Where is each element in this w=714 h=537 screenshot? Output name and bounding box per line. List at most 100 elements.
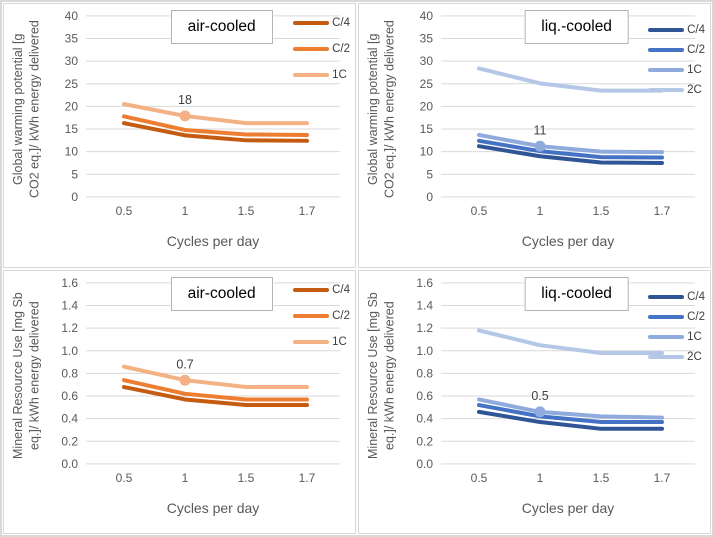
y-tick-label: 35 <box>65 32 79 46</box>
y-tick-label: 1.6 <box>61 275 78 289</box>
legend-line-swatch <box>293 287 330 292</box>
series-line-C4 <box>122 121 309 143</box>
series-line-C2 <box>122 377 309 401</box>
y-tick-label: 15 <box>420 122 434 136</box>
legend-line-swatch <box>293 313 330 318</box>
x-tick-label: 0.5 <box>471 470 488 484</box>
panel-gwp-liq-cooled: 0 5 10 15 20 25 30 35 40 0.5 1 1.5 1.7 11 Global warm… <box>358 3 711 268</box>
x-tick-label: 1.5 <box>593 204 610 218</box>
y-tick-label: 40 <box>420 9 434 23</box>
data-label: 0.5 <box>531 388 548 402</box>
y-axis-title-line2: CO2 eq.]/ kWh energy delivered <box>382 20 397 198</box>
y-tick-label: 0.4 <box>61 411 78 425</box>
series-line-C4 <box>477 409 664 431</box>
y-axis-title: Mineral Resource Use [mg Sb eq.]/ kWh en… <box>10 275 43 477</box>
legend-item-2C: 2C <box>648 83 705 97</box>
y-tick-label: 25 <box>420 77 434 91</box>
y-tick-label: 0.2 <box>61 434 78 448</box>
x-axis-title: Cycles per day <box>166 233 260 249</box>
legend-line-swatch <box>648 28 685 32</box>
x-tick-label: 1 <box>182 470 189 484</box>
legend-label: 2C <box>687 84 702 96</box>
y-tick-label: 0.2 <box>416 434 433 448</box>
y-tick-label: 0.8 <box>61 366 78 380</box>
chart-title: air-cooled <box>170 10 273 44</box>
series-line-2C <box>477 66 664 93</box>
plot-area: 0 5 10 15 20 25 30 35 40 0.5 1 1.5 1.7 18 <box>65 9 340 218</box>
y-axis-title-line2: eq.]/ kWh energy delivered <box>382 301 397 450</box>
legend: C/4 C/2 1C <box>293 283 350 349</box>
legend-item-C4: C/4 <box>293 283 350 297</box>
series-line-1C <box>477 396 664 420</box>
legend-line-swatch <box>648 314 685 319</box>
y-tick-label: 20 <box>420 99 434 113</box>
y-tick-label: 30 <box>65 54 79 68</box>
y-tick-label: 10 <box>65 145 79 159</box>
x-tick-label: 1.7 <box>299 470 316 484</box>
legend-label: 1C <box>687 330 702 343</box>
y-tick-label: 0.4 <box>416 411 433 425</box>
panel-gwp-air-cooled: 0 5 10 15 20 25 30 35 40 0.5 1 1.5 1.7 18 Global warm… <box>3 3 356 268</box>
x-tick-label: 0.5 <box>471 204 488 218</box>
x-tick-label: 1 <box>182 204 189 218</box>
panel-mru-air-cooled: 0.0 0.2 0.4 0.6 0.8 1.0 1.2 1.4 1.6 0.5 1 1.5 1.7 0.7… <box>3 269 356 534</box>
legend-label: C/4 <box>332 283 350 296</box>
legend-item-C4: C/4 <box>648 23 705 37</box>
y-tick-label: 1.4 <box>61 298 78 312</box>
series-line-C2 <box>122 114 309 137</box>
x-tick-label: 1.5 <box>238 470 255 484</box>
legend-line-swatch <box>648 88 685 92</box>
annotation-marker <box>179 110 191 122</box>
series-line-C4 <box>477 144 664 165</box>
legend-label: 1C <box>687 64 702 76</box>
y-axis-title-line1: Global warming potential [g <box>366 33 380 185</box>
panel-mru-liq-cooled: 0.0 0.2 0.4 0.6 0.8 1.0 1.2 1.4 1.6 0.5 1 1.5 1.7 0.5… <box>358 269 711 534</box>
legend-line-swatch <box>648 68 685 72</box>
y-axis-title-line2: eq.]/ kWh energy delivered <box>27 301 42 450</box>
series-line-2C <box>477 327 664 355</box>
y-tick-label: 1.4 <box>416 298 433 312</box>
legend-label: 1C <box>332 335 347 348</box>
y-tick-label: 25 <box>65 77 79 91</box>
y-tick-label: 0 <box>426 190 433 204</box>
x-tick-label: 0.5 <box>116 470 133 484</box>
y-tick-label: 0.0 <box>61 456 78 470</box>
legend: C/4 C/2 1C 2C <box>648 23 705 97</box>
legend-item-2C: 2C <box>648 350 705 364</box>
legend: C/4 C/2 1C 2C <box>648 290 705 364</box>
legend-line-swatch <box>293 73 330 77</box>
legend-label: C/4 <box>687 290 705 303</box>
legend-item-1C: 1C <box>293 68 350 82</box>
y-tick-label: 15 <box>65 122 79 136</box>
y-tick-label: 0.8 <box>416 366 433 380</box>
y-tick-label: 1.2 <box>416 321 433 335</box>
x-tick-label: 1 <box>537 204 544 218</box>
series-line-C4 <box>122 384 309 407</box>
plot-area: 0.0 0.2 0.4 0.6 0.8 1.0 1.2 1.4 1.6 0.5 1 1.5 1.7 0.7 <box>61 275 340 484</box>
chart-title: liq.-cooled <box>524 10 629 44</box>
x-axis-title: Cycles per day <box>521 499 615 516</box>
y-axis-title-line1: Mineral Resource Use [mg Sb <box>366 292 380 459</box>
chart-title: liq.-cooled <box>524 276 629 311</box>
legend-line-swatch <box>293 21 330 25</box>
x-tick-label: 1.7 <box>654 204 671 218</box>
x-tick-label: 0.5 <box>116 204 133 218</box>
legend-item-C2: C/2 <box>293 309 350 323</box>
legend-item-1C: 1C <box>648 63 705 77</box>
x-tick-label: 1 <box>537 470 544 484</box>
x-tick-label: 1.5 <box>593 470 610 484</box>
annotation-marker <box>534 140 546 152</box>
legend-item-C4: C/4 <box>648 290 705 304</box>
annotation-marker <box>179 374 191 386</box>
y-tick-label: 5 <box>71 167 78 181</box>
y-axis-title: Mineral Resource Use [mg Sb eq.]/ kWh en… <box>365 275 398 477</box>
legend-label: C/2 <box>687 44 705 56</box>
data-label: 11 <box>534 123 547 137</box>
y-tick-label: 0.6 <box>61 389 78 403</box>
y-tick-label: 0 <box>71 190 78 204</box>
legend-label: C/4 <box>687 24 705 36</box>
y-tick-label: 0.0 <box>416 456 433 470</box>
x-tick-label: 1.7 <box>299 204 316 218</box>
y-tick-label: 1.0 <box>61 343 78 357</box>
